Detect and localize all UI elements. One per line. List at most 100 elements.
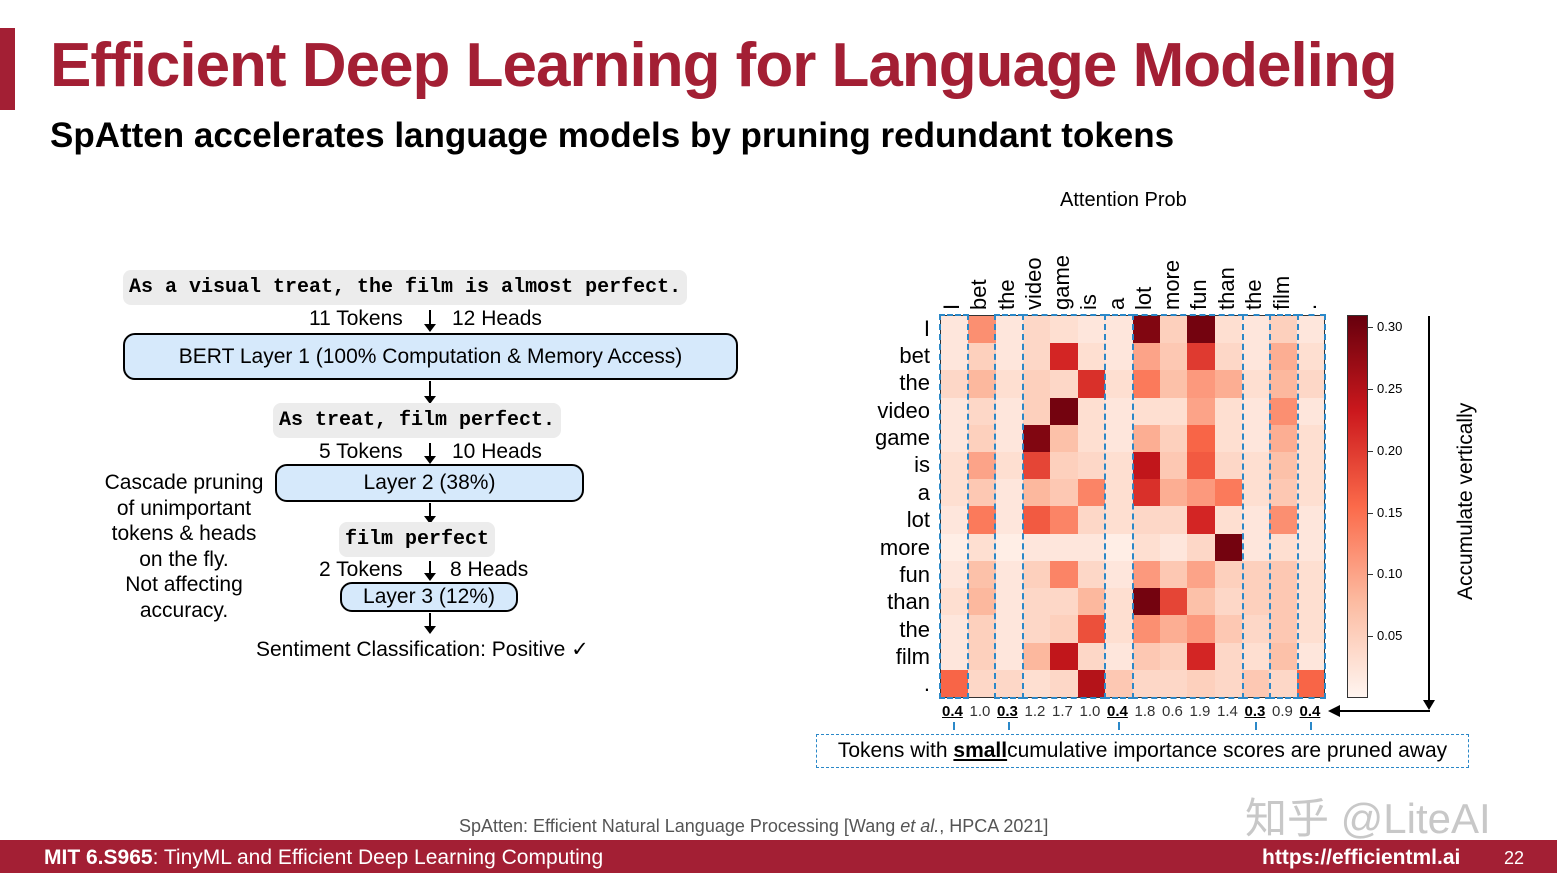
heatmap-cell [1241,479,1270,507]
heatmap-cell [995,479,1024,507]
heatmap-cell [995,642,1024,670]
heatmap-cell [941,316,969,344]
heatmap-cell [1159,615,1188,643]
heatmap-cell [968,424,996,453]
heatmap-cell [941,669,969,697]
pruning-note: Tokens with small cumulative importance … [816,734,1469,768]
heatmap-cell [1132,316,1160,344]
heatmap-cell [1187,560,1215,589]
heatmap-cell [968,588,996,616]
heatmap-cell [1187,642,1215,670]
citation-italic: et al. [900,816,940,836]
score-label: 0.3 [1244,703,1266,720]
heatmap-cell [1105,397,1133,425]
tokens-count-1: 11 Tokens [309,307,403,330]
heatmap-cell [1214,642,1242,670]
heatmap-cell [1241,370,1270,398]
watermark: 知乎 @LiteAI [1245,795,1491,842]
course-code: MIT 6.S965 [44,846,153,869]
heatmap-cell [1241,642,1270,670]
heatmap-cell [1187,397,1215,425]
heatmap-cell [1023,343,1051,371]
heatmap-cell [995,533,1024,561]
heatmap-cell [1105,533,1133,561]
heatmap-cell [1023,669,1051,697]
input-sentence-1: As a visual treat, the film is almost pe… [123,270,688,305]
heatmap-cell [1159,452,1188,480]
heatmap-cell [1077,588,1106,616]
heatmap-cell [1187,588,1215,616]
heatmap-cell [1187,316,1215,344]
score-pointer [1117,722,1120,730]
heatmap-cell [1105,615,1133,643]
heatmap-cell [968,506,996,534]
heatmap-cell [941,506,969,534]
column-label-text: lot [1131,286,1157,310]
row-label: bet [899,343,930,369]
cascade-line: of unimportant [116,496,252,520]
sentiment-result: Sentiment Classification: Positive ✓ [256,638,589,661]
heatmap-cell [1023,615,1051,643]
heatmap-cell [1214,424,1242,453]
down-arrow-icon [1423,700,1435,710]
score-label: 1.0 [969,703,991,720]
heatmap-cell [1050,615,1078,643]
heatmap-cell [1214,669,1242,697]
colorbar-tick [1368,389,1373,391]
colorbar-tick-label: 0.10 [1377,566,1403,582]
heatmap-cell [995,615,1024,643]
heatmap-cell [1105,343,1133,371]
heatmap-cell [1241,533,1270,561]
heads-count-3: 8 Heads [450,558,529,581]
heatmap-cell [1159,316,1188,344]
heatmap-cell [1241,424,1270,453]
heatmap-cell [1159,370,1188,398]
heatmap-cell [1159,669,1188,697]
column-label-text: . [1296,303,1322,310]
input-sentence-2: As treat, film perfect. [273,403,562,438]
heatmap-cell [1105,560,1133,589]
heatmap-cell [1214,479,1242,507]
score-label: 1.7 [1052,703,1073,720]
heatmap-cell [1132,588,1160,616]
heatmap-cell [1214,397,1242,425]
score-label: 0.3 [997,703,1018,720]
column-label-text: more [1158,259,1184,310]
row-label: a [917,479,930,505]
heatmap-cell [1296,397,1324,425]
heatmap-cell [1159,479,1188,507]
cascade-line: Not affecting [125,573,243,596]
down-arrow-icon [424,456,436,464]
heatmap-cell [1187,479,1215,507]
heatmap-cell [1214,452,1242,480]
down-arrow-icon [424,324,436,332]
heatmap-cell [941,642,969,670]
footer-url-link[interactable]: https://efficientml.ai [1262,846,1461,869]
colorbar-tick-label: 0.15 [1377,504,1403,520]
heatmap-cell [1159,533,1188,561]
heatmap-cell [1105,642,1133,670]
heatmap-cell [1105,452,1133,480]
heatmap-cell [1077,370,1106,398]
down-arrow-icon [424,516,436,524]
row-label: than [887,589,930,615]
heatmap-cell [1023,642,1051,670]
score-label: 1.0 [1079,703,1101,720]
score-label: 1.9 [1189,703,1211,720]
heatmap-cell [968,669,996,697]
colorbar [1347,315,1368,698]
citation: SpAtten: Efficient Natural Language Proc… [459,816,1048,837]
heatmap-cell [1241,343,1270,371]
slide-title: Efficient Deep Learning for Language Mod… [50,31,1398,100]
heatmap-cell [1023,506,1051,534]
heatmap-cell [1296,370,1324,398]
row-label: the [899,616,930,642]
heatmap-cell [1296,533,1324,561]
score-label: 1.4 [1217,703,1238,720]
accumulate-arrow-vertical [1428,316,1430,708]
arrow-shaft-1 [429,310,431,328]
heatmap-cell [1050,397,1078,425]
layer-2-box: Layer 2 (38%) [275,464,584,502]
row-label: is [914,452,930,478]
heatmap-cell [1023,370,1051,398]
